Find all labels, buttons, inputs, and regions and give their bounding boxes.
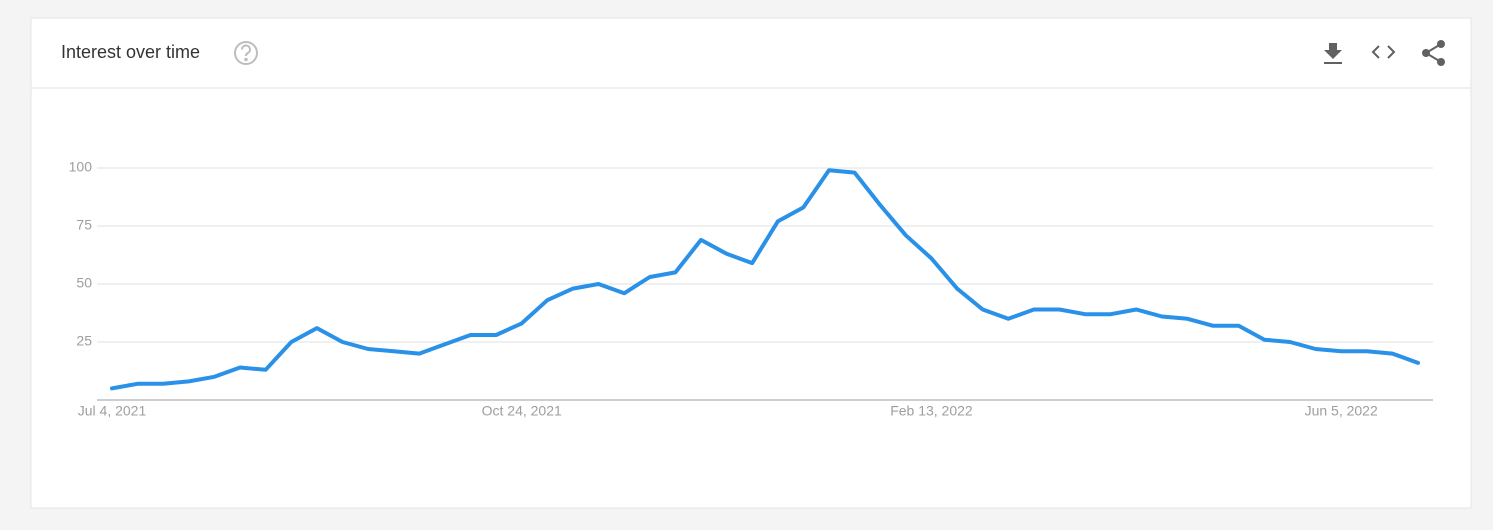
- embed-button[interactable]: [1371, 45, 1396, 59]
- y-tick-label: 100: [69, 159, 93, 175]
- chart-title: Interest over time: [61, 42, 200, 62]
- download-button[interactable]: [1324, 43, 1342, 64]
- x-tick-label: Feb 13, 2022: [890, 403, 973, 419]
- help-icon[interactable]: [234, 41, 258, 65]
- y-tick-label: 75: [76, 217, 92, 233]
- x-tick-label: Jun 5, 2022: [1305, 403, 1378, 419]
- share-button[interactable]: [1422, 40, 1445, 66]
- y-tick-label: 50: [76, 275, 92, 291]
- x-tick-label: Oct 24, 2021: [482, 403, 562, 419]
- trend-line: [110, 168, 1420, 391]
- y-tick-label: 25: [76, 333, 92, 349]
- x-tick-label: Jul 4, 2021: [78, 403, 147, 419]
